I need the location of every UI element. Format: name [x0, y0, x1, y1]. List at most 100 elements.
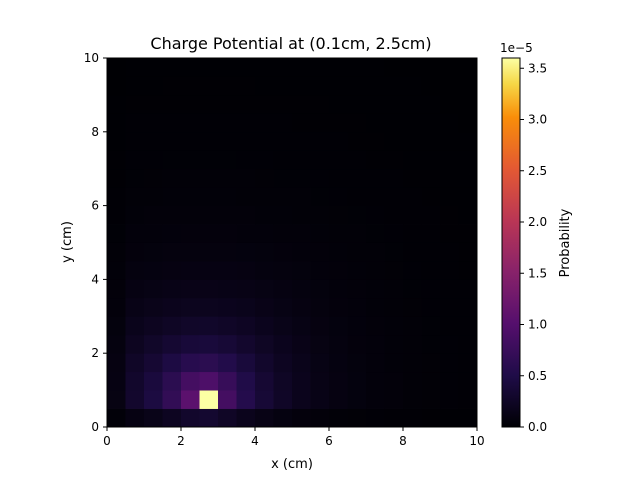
- heatmap-cell: [384, 334, 404, 354]
- heatmap-cell: [107, 242, 126, 262]
- heatmap-cell: [458, 242, 478, 262]
- heatmap-cell: [458, 408, 478, 428]
- heatmap-cell: [255, 390, 274, 409]
- heatmap-cell: [144, 131, 163, 151]
- heatmap-cell: [255, 113, 274, 133]
- heatmap-cell: [125, 371, 145, 391]
- heatmap-cell: [218, 150, 237, 170]
- heatmap-cell: [199, 316, 219, 336]
- heatmap-cell: [329, 334, 348, 354]
- heatmap-cell: [199, 353, 219, 373]
- heatmap-cell: [421, 297, 441, 317]
- heatmap-cell: [329, 390, 348, 409]
- heatmap-cell: [292, 131, 311, 151]
- heatmap-cell: [236, 353, 256, 373]
- heatmap-cell: [440, 279, 459, 299]
- heatmap-cell: [218, 334, 237, 354]
- heatmap-cell: [292, 58, 311, 77]
- heatmap-cell: [144, 76, 163, 96]
- heatmap-cell: [273, 113, 293, 133]
- heatmap-cell: [384, 131, 404, 151]
- heatmap-cell: [181, 297, 200, 317]
- x-tick-label: 10: [469, 434, 484, 448]
- heatmap-cell: [440, 94, 459, 114]
- heatmap-cell: [440, 316, 459, 336]
- heatmap-cell: [236, 316, 256, 336]
- heatmap-cell: [329, 76, 348, 96]
- heatmap-cell: [310, 187, 330, 206]
- heatmap-cell: [107, 168, 126, 188]
- heatmap-cell: [440, 205, 459, 225]
- heatmap-cell: [144, 371, 163, 391]
- heatmap-cell: [273, 260, 293, 280]
- heatmap-cell: [384, 94, 404, 114]
- heatmap-cell: [310, 113, 330, 133]
- heatmap-cell: [199, 205, 219, 225]
- heatmap-cell: [329, 58, 348, 77]
- heatmap-cell: [181, 187, 200, 206]
- heatmap-cell: [384, 242, 404, 262]
- heatmap-cell: [273, 297, 293, 317]
- heatmap-cell: [366, 371, 385, 391]
- heatmap-cell: [458, 297, 478, 317]
- heatmap-cell: [162, 316, 182, 336]
- heatmap-cell: [440, 353, 459, 373]
- x-tick-label: 8: [399, 434, 407, 448]
- heatmap-cell: [255, 205, 274, 225]
- heatmap-cell: [255, 168, 274, 188]
- heatmap-cell: [199, 297, 219, 317]
- heatmap-cell: [273, 187, 293, 206]
- heatmap-cell: [125, 279, 145, 299]
- heatmap-cell: [199, 390, 219, 409]
- heatmap-cell: [144, 408, 163, 428]
- heatmap-cell: [107, 131, 126, 151]
- heatmap-cell: [107, 113, 126, 133]
- heatmap-cell: [310, 316, 330, 336]
- heatmap-cell: [310, 408, 330, 428]
- heatmap-cell: [107, 94, 126, 114]
- heatmap-cell: [181, 168, 200, 188]
- heatmap-cell: [310, 353, 330, 373]
- heatmap-cell: [162, 150, 182, 170]
- heatmap-cell: [236, 390, 256, 409]
- heatmap-cell: [273, 131, 293, 151]
- heatmap-cell: [218, 94, 237, 114]
- colorbar-tick-label: 1.5: [528, 266, 547, 280]
- heatmap-cell: [329, 353, 348, 373]
- y-axis-ticks: 0 2 4 6 8 10: [84, 51, 107, 434]
- heatmap-cell: [181, 76, 200, 96]
- heatmap-cell: [107, 76, 126, 96]
- heatmap-cell: [384, 260, 404, 280]
- heatmap-cell: [144, 334, 163, 354]
- y-tick-label: 6: [91, 199, 99, 213]
- heatmap-cell: [199, 168, 219, 188]
- heatmap-cell: [181, 113, 200, 133]
- heatmap-cell: [421, 242, 441, 262]
- heatmap-cell: [125, 94, 145, 114]
- heatmap-cell: [236, 58, 256, 77]
- heatmap-cell: [329, 224, 348, 243]
- heatmap-cell: [255, 131, 274, 151]
- heatmap-cell: [162, 168, 182, 188]
- chart-title: Charge Potential at (0.1cm, 2.5cm): [150, 34, 431, 53]
- heatmap-cell: [255, 408, 274, 428]
- heatmap-cell: [162, 297, 182, 317]
- heatmap-cell: [403, 168, 422, 188]
- heatmap-cell: [255, 242, 274, 262]
- heatmap-cell: [218, 390, 237, 409]
- heatmap-cell: [347, 58, 367, 77]
- heatmap-cell: [384, 76, 404, 96]
- heatmap-cell: [181, 334, 200, 354]
- heatmap-cell: [292, 113, 311, 133]
- heatmap-cell: [144, 353, 163, 373]
- heatmap-cell: [181, 224, 200, 243]
- heatmap-cell: [458, 94, 478, 114]
- heatmap-cell: [107, 58, 126, 77]
- heatmap-cell: [329, 131, 348, 151]
- heatmap-cell: [144, 94, 163, 114]
- heatmap-cell: [310, 150, 330, 170]
- heatmap-cell: [273, 150, 293, 170]
- heatmap-cell: [366, 408, 385, 428]
- heatmap-cell: [255, 187, 274, 206]
- heatmap-cell: [255, 334, 274, 354]
